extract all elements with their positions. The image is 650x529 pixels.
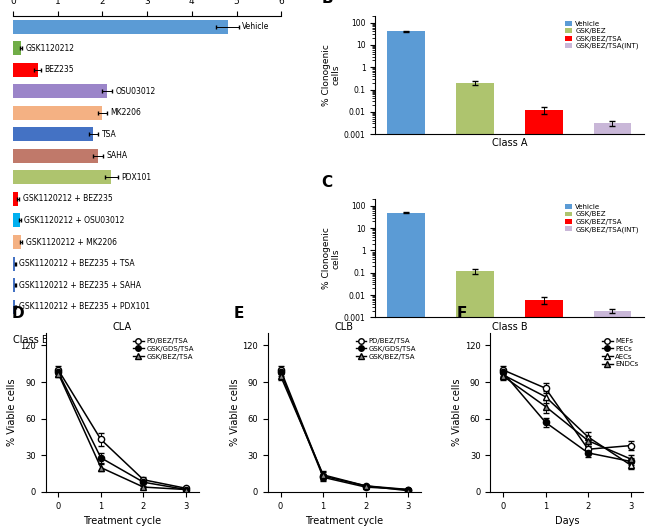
Bar	[13, 257, 15, 270]
Legend: Vehicle, GSK/BEZ, GSK/BEZ/TSA, GSK/BEZ/TSA(INT): Vehicle, GSK/BEZ, GSK/BEZ/TSA, GSK/BEZ/T…	[564, 20, 640, 51]
Bar	[525, 110, 563, 529]
Bar	[525, 300, 563, 529]
Y-axis label: % Clonogenic
cells: % Clonogenic cells	[322, 227, 341, 289]
Y-axis label: % Viable cells: % Viable cells	[229, 379, 240, 446]
Text: MK2206: MK2206	[111, 108, 141, 117]
Bar	[456, 271, 494, 529]
Bar	[13, 235, 21, 249]
Bar	[456, 83, 494, 529]
Bar	[13, 149, 98, 163]
Text: C: C	[322, 175, 333, 190]
Bar	[13, 127, 94, 141]
Bar	[593, 123, 631, 529]
Text: GSK1120212 + BEZ235 + PDX101: GSK1120212 + BEZ235 + PDX101	[20, 302, 150, 311]
Y-axis label: % Viable cells: % Viable cells	[452, 379, 462, 446]
X-axis label: Days: Days	[554, 516, 579, 526]
Text: B: B	[322, 0, 333, 6]
Text: GSK1120212: GSK1120212	[26, 44, 75, 53]
Text: D: D	[12, 306, 25, 321]
Title: CLA: CLA	[112, 323, 132, 333]
Text: F: F	[456, 306, 467, 321]
Legend: PD/BEZ/TSA, GSK/GDS/TSA, GSK/BEZ/TSA: PD/BEZ/TSA, GSK/GDS/TSA, GSK/BEZ/TSA	[132, 337, 196, 361]
Legend: PD/BEZ/TSA, GSK/GDS/TSA, GSK/BEZ/TSA: PD/BEZ/TSA, GSK/GDS/TSA, GSK/BEZ/TSA	[354, 337, 418, 361]
Text: GSK1120212 + BEZ235: GSK1120212 + BEZ235	[23, 195, 112, 204]
Text: Vehicle: Vehicle	[242, 22, 270, 31]
Bar	[13, 170, 111, 185]
Bar	[13, 106, 103, 120]
Text: PDX101: PDX101	[122, 173, 152, 182]
Text: GSK1120212 + OSU03012: GSK1120212 + OSU03012	[24, 216, 125, 225]
Text: GSK1120212 + BEZ235 + TSA: GSK1120212 + BEZ235 + TSA	[20, 259, 135, 268]
Text: Class B: Class B	[13, 335, 49, 345]
Text: SAHA: SAHA	[107, 151, 128, 160]
Bar	[593, 311, 631, 529]
Bar	[13, 214, 20, 227]
Bar	[387, 213, 425, 529]
Text: GSK1120212 + MK2206: GSK1120212 + MK2206	[25, 238, 116, 247]
Text: GSK1120212 + BEZ235 + SAHA: GSK1120212 + BEZ235 + SAHA	[20, 280, 141, 289]
Title: CLB: CLB	[335, 323, 354, 333]
Y-axis label: % Clonogenic
cells: % Clonogenic cells	[322, 44, 341, 106]
Bar	[387, 31, 425, 529]
Bar	[13, 278, 15, 292]
X-axis label: Treatment cycle: Treatment cycle	[83, 516, 161, 526]
Bar	[13, 192, 18, 206]
Y-axis label: % Viable cells: % Viable cells	[7, 379, 18, 446]
Text: E: E	[234, 306, 244, 321]
Bar	[13, 63, 38, 77]
Bar	[13, 20, 227, 34]
Bar	[13, 41, 21, 55]
Legend: MEFs, PECs, AECs, ENDCs: MEFs, PECs, AECs, ENDCs	[601, 337, 640, 369]
Text: BEZ235: BEZ235	[45, 65, 74, 74]
Bar	[13, 84, 107, 98]
X-axis label: Treatment cycle: Treatment cycle	[306, 516, 384, 526]
X-axis label: Class A: Class A	[491, 138, 527, 148]
Text: OSU03012: OSU03012	[116, 87, 156, 96]
X-axis label: Class B: Class B	[491, 322, 527, 332]
Bar	[13, 299, 15, 314]
Legend: Vehicle, GSK/BEZ, GSK/BEZ/TSA, GSK/BEZ/TSA(INT): Vehicle, GSK/BEZ, GSK/BEZ/TSA, GSK/BEZ/T…	[564, 203, 640, 234]
Text: TSA: TSA	[101, 130, 116, 139]
